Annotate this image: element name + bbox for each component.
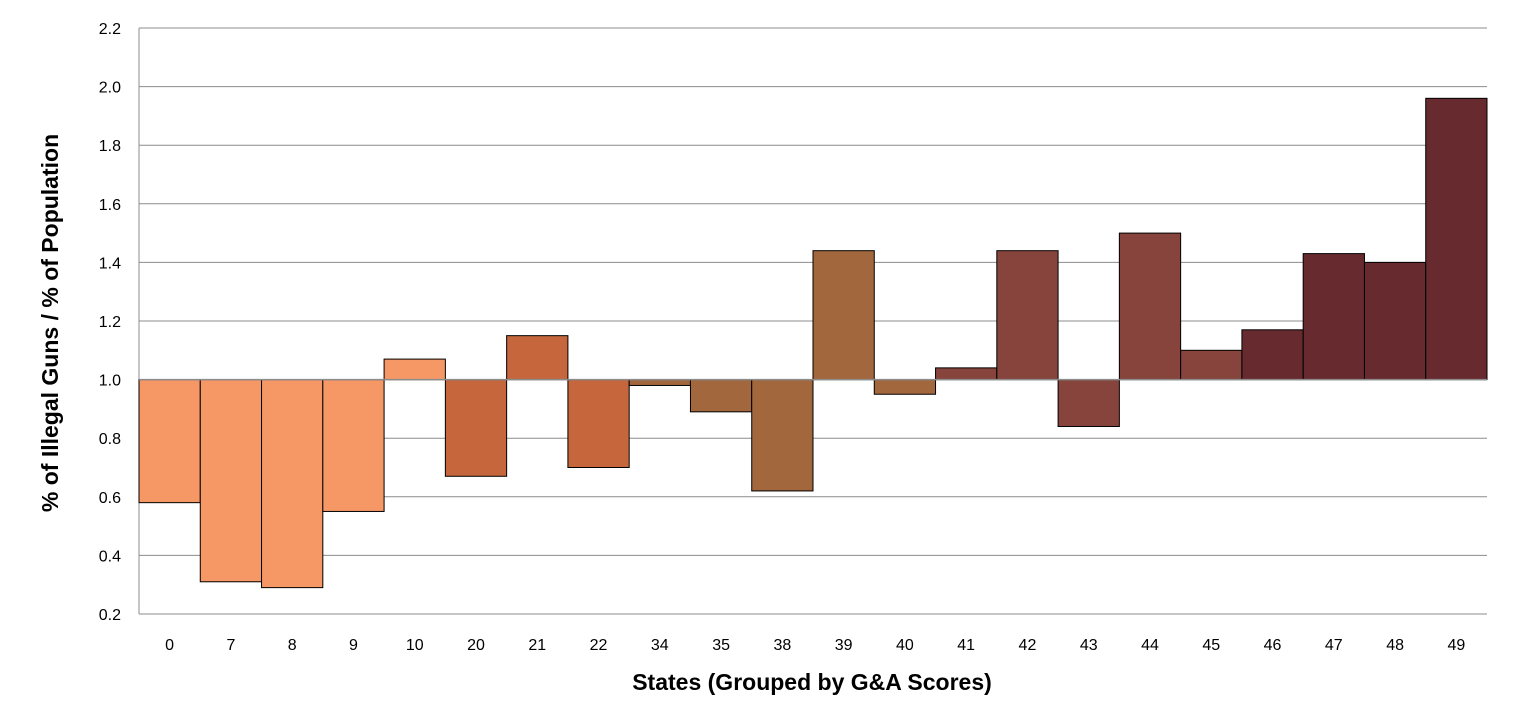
bar-41 (935, 367, 998, 381)
x-tick-label: 46 (1264, 637, 1282, 654)
bar-7 (199, 379, 263, 583)
y-tick-label: 1.8 (99, 138, 121, 155)
x-tick-labels: 0 7 8 9 10 20 21 22 34 35 38 39 40 41 42 43 44 45 46 47 48 49 (165, 637, 1465, 654)
y-axis-title: % of Illegal Guns / % of Population (37, 134, 63, 512)
bar-39 (812, 250, 875, 381)
y-tick-label: 0.6 (99, 490, 121, 507)
bar-45 (1180, 349, 1243, 381)
x-tick-label: 48 (1386, 637, 1404, 654)
x-tick-label: 40 (896, 637, 914, 654)
bars (138, 97, 1488, 589)
bar-42 (996, 250, 1059, 381)
bar-44 (1118, 232, 1182, 381)
bar-0 (138, 379, 201, 504)
x-tick-label: 20 (467, 637, 485, 654)
x-tick-label: 41 (957, 637, 975, 654)
x-tick-label: 22 (590, 637, 608, 654)
x-tick-label: 35 (712, 637, 730, 654)
x-tick-label: 10 (406, 637, 424, 654)
x-tick-label: 34 (651, 637, 669, 654)
x-tick-label: 21 (528, 637, 546, 654)
y-tick-labels: 0.2 0.4 0.6 0.8 1.0 1.2 1.4 1.6 1.8 2.0 2.2 (99, 21, 121, 624)
x-tick-label: 42 (1019, 637, 1037, 654)
bar-21 (506, 335, 569, 381)
bar-40 (873, 379, 937, 395)
y-tick-label: 0.2 (99, 607, 121, 624)
x-tick-label: 44 (1141, 637, 1159, 654)
y-tick-label: 2.0 (99, 80, 121, 97)
bar-22 (567, 379, 630, 469)
y-tick-label: 1.6 (99, 197, 121, 214)
x-tick-label: 43 (1080, 637, 1098, 654)
x-tick-label: 9 (349, 637, 358, 654)
x-tick-label: 38 (773, 637, 791, 654)
x-tick-label: 39 (835, 637, 853, 654)
bar-49 (1425, 97, 1488, 381)
x-axis-title: States (Grouped by G&A Scores) (632, 669, 992, 695)
x-tick-label: 8 (288, 637, 297, 654)
bar-47 (1302, 253, 1365, 381)
x-tick-label: 0 (165, 637, 174, 654)
bar-35 (689, 379, 753, 413)
y-tick-label: 1.4 (99, 255, 121, 272)
y-tick-label: 0.4 (99, 548, 121, 565)
bar-43 (1057, 379, 1120, 427)
bar-20 (444, 379, 508, 477)
y-tick-label: 0.8 (99, 431, 121, 448)
x-tick-label: 49 (1447, 637, 1465, 654)
bar-9 (322, 379, 385, 512)
x-tick-label: 7 (226, 637, 235, 654)
bar-46 (1241, 329, 1304, 381)
bar-48 (1363, 261, 1427, 381)
bar-38 (751, 379, 814, 492)
x-tick-label: 45 (1202, 637, 1220, 654)
x-tick-label: 47 (1325, 637, 1343, 654)
y-tick-label: 2.2 (99, 21, 121, 38)
bar-34 (628, 379, 691, 386)
bar-10 (383, 358, 446, 381)
y-tick-label: 1.2 (99, 314, 121, 331)
bar-8 (261, 379, 324, 589)
y-tick-label: 1.0 (99, 373, 121, 390)
